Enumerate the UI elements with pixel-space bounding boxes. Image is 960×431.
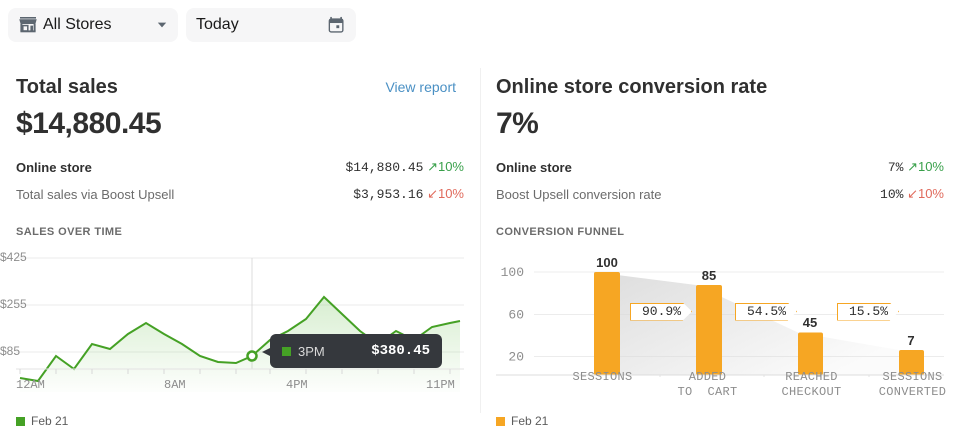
svg-text:7: 7	[907, 333, 914, 348]
svg-text:85: 85	[702, 268, 716, 283]
svg-text:20: 20	[508, 350, 524, 365]
svg-text:100: 100	[501, 265, 524, 280]
svg-text:60: 60	[508, 308, 524, 323]
svg-text:100: 100	[596, 258, 618, 270]
svg-text:45: 45	[803, 315, 817, 330]
